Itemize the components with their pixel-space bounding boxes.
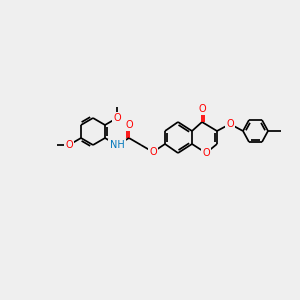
Text: O: O bbox=[113, 113, 121, 123]
Text: O: O bbox=[65, 140, 73, 150]
Text: NH: NH bbox=[110, 140, 124, 150]
Text: O: O bbox=[226, 119, 234, 129]
Text: O: O bbox=[125, 120, 133, 130]
Text: O: O bbox=[149, 147, 157, 157]
Text: O: O bbox=[202, 148, 210, 158]
Text: O: O bbox=[198, 104, 206, 114]
